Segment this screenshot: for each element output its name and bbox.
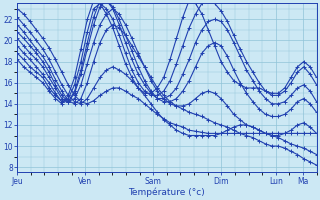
X-axis label: Température (°c): Température (°c) <box>129 187 205 197</box>
